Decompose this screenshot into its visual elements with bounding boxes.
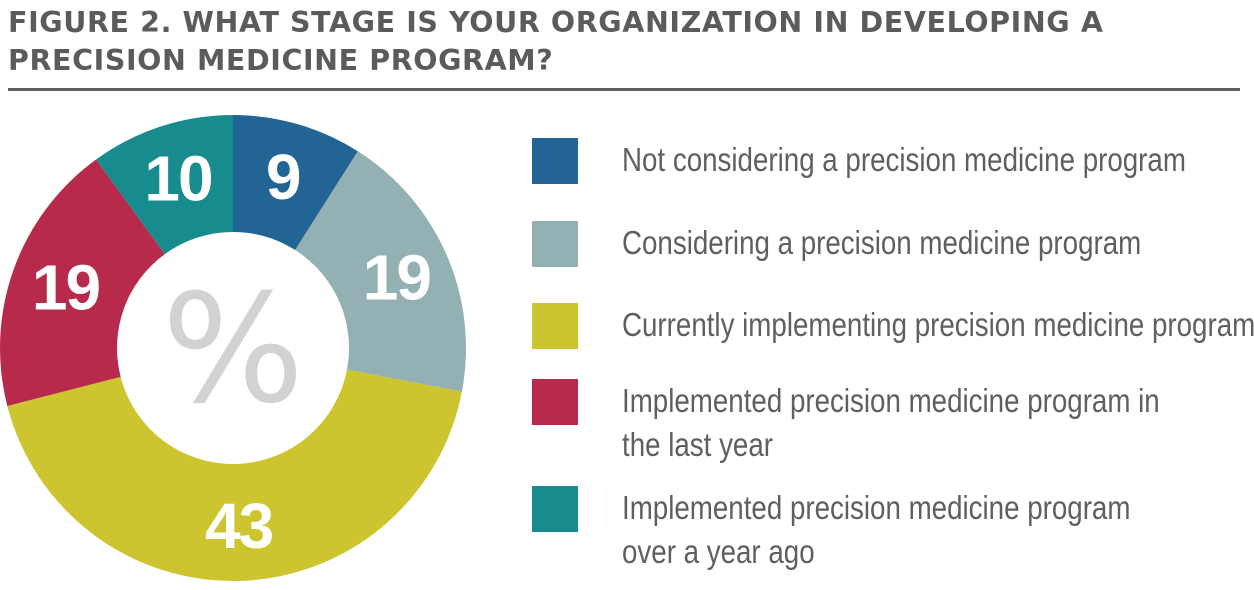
legend-swatch (532, 138, 578, 184)
legend-swatch (532, 303, 578, 349)
legend-item-currently-implementing: Currently implementing precision medicin… (532, 303, 1254, 349)
legend-label: Not considering a precision medicine pro… (622, 138, 1186, 182)
donut-slice-labels: 9 19 43 19 10 (32, 141, 432, 562)
legend-label-line: Considering a precision medicine program (622, 224, 1142, 261)
legend-label-line: Currently implementing precision medicin… (622, 306, 1254, 343)
legend-swatch (532, 221, 578, 267)
legend-label-line: Not considering a precision medicine pro… (622, 141, 1186, 178)
donut-slice-considering (295, 151, 466, 392)
donut-slice-currently-implementing (7, 369, 462, 581)
legend-swatch (532, 379, 578, 425)
legend-label: Considering a precision medicine program (622, 221, 1141, 265)
donut-slice-not-considering (233, 115, 358, 251)
legend-label: Implemented precision medicine program i… (622, 379, 1160, 467)
donut-chart: 9 19 43 19 10 % (0, 115, 466, 581)
donut-slice-value-implemented-last-year: 19 (32, 252, 100, 324)
legend-item-implemented-last-year: Implemented precision medicine program i… (532, 379, 1254, 467)
donut-slices (0, 115, 466, 581)
legend-item-implemented-over-year-ago: Implemented precision medicine program o… (532, 486, 1227, 574)
title-divider (8, 88, 1240, 91)
legend-label: Implemented precision medicine program o… (622, 486, 1130, 574)
donut-slice-implemented-over-year-ago (96, 115, 233, 255)
donut-center-percent-symbol: % (162, 263, 305, 437)
legend-label-line: Implemented precision medicine program (622, 489, 1131, 526)
figure-title: FIGURE 2. WHAT STAGE IS YOUR ORGANIZATIO… (8, 6, 1104, 77)
legend-swatch (532, 486, 578, 532)
donut-slice-value-considering: 19 (363, 241, 431, 313)
legend-label: Currently implementing precision medicin… (622, 303, 1254, 347)
legend-label-line: over a year ago (622, 533, 815, 570)
donut-slice-value-implemented-over-year-ago: 10 (144, 143, 211, 215)
donut-slice-implemented-last-year (0, 159, 165, 406)
legend-item-not-considering: Not considering a precision medicine pro… (532, 138, 1254, 184)
legend-item-considering: Considering a precision medicine program (532, 221, 1240, 267)
donut-slice-value-currently-implementing: 43 (205, 490, 273, 562)
donut-slice-value-not-considering: 9 (266, 141, 300, 213)
legend-label-line: the last year (622, 426, 774, 463)
legend-label-line: Implemented precision medicine program i… (622, 382, 1160, 419)
